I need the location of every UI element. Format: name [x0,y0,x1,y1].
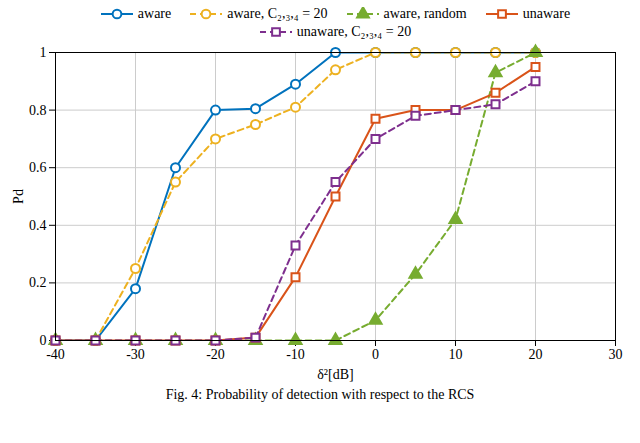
html-text:aware, random: aware, random [383,6,467,21]
svg-text:0.8: 0.8 [29,103,47,118]
html-text:aware: aware [137,6,172,21]
html-text:unaware: unaware [522,6,571,21]
svg-text:0.4: 0.4 [29,218,47,233]
svg-text:Pd: Pd [11,189,26,204]
svg-text:0: 0 [40,333,47,348]
svg-text:0.6: 0.6 [29,160,47,175]
svg-text:20: 20 [529,347,543,362]
svg-text:0: 0 [372,347,379,362]
svg-text:-40: -40 [46,347,65,362]
html-text:Fig. 4: Probability of detecti: Fig. 4: Probability of detection with re… [165,387,475,402]
svg-text:10: 10 [449,347,463,362]
svg-text:-30: -30 [126,347,145,362]
html-text:unaware, C₂,₃,₄ = 20: unaware, C₂,₃,₄ = 20 [296,24,412,39]
svg-text:δ²[dB]: δ²[dB] [317,367,353,382]
svg-text:-20: -20 [206,347,225,362]
svg-text:30: 30 [609,347,623,362]
svg-text:0.2: 0.2 [29,275,47,290]
svg-text:1: 1 [40,45,47,60]
svg-text:-10: -10 [286,347,305,362]
html-text:aware, C₂,₃,₄ = 20: aware, C₂,₃,₄ = 20 [227,6,328,21]
